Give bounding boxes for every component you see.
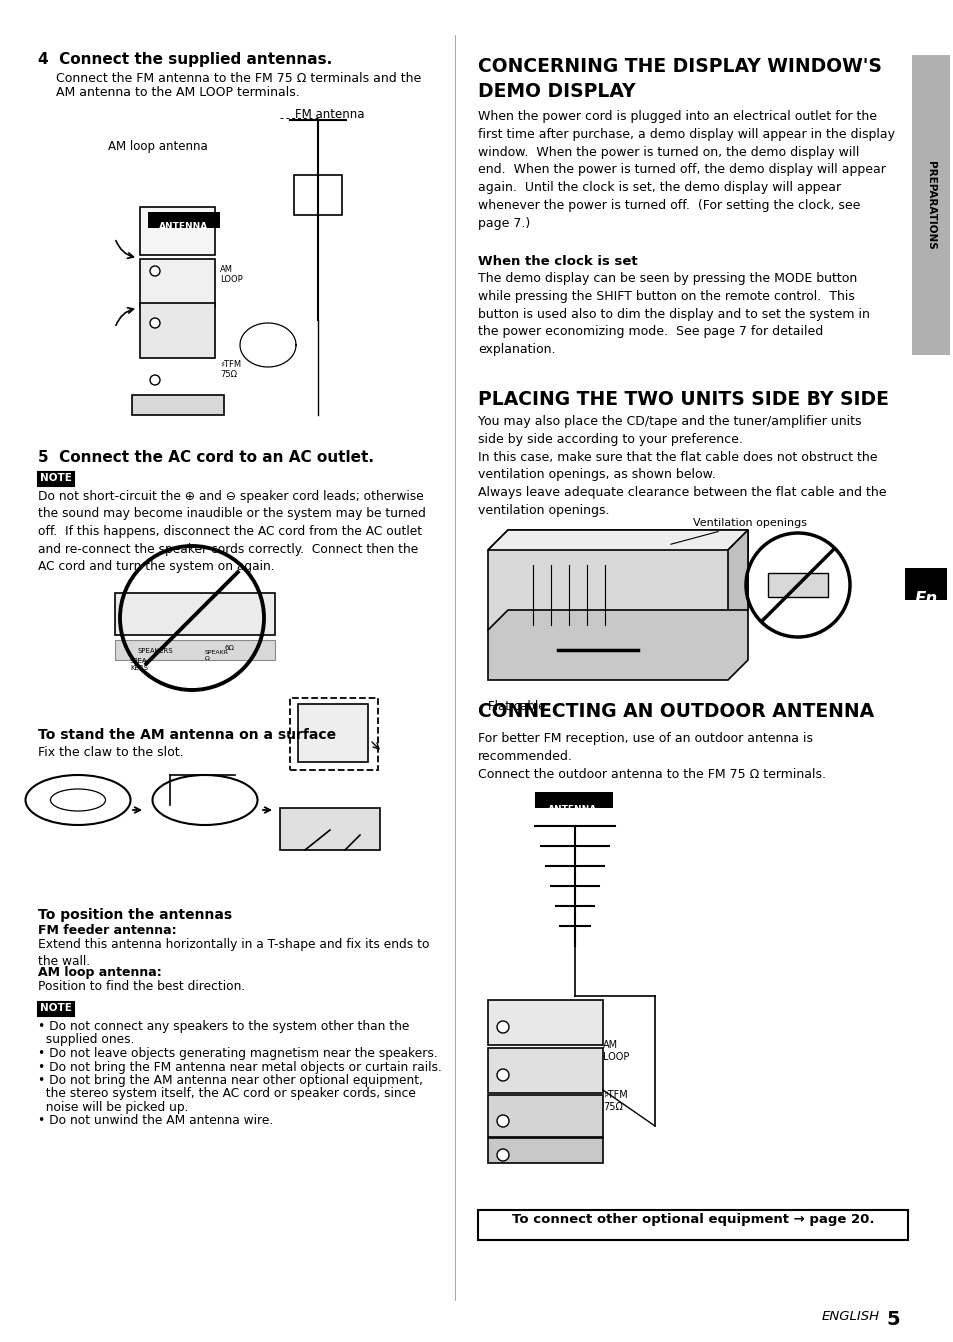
Bar	[115, 640, 274, 660]
Text: ANTENNA: ANTENNA	[159, 221, 209, 231]
Text: 5  Connect the AC cord to an AC outlet.: 5 Connect the AC cord to an AC outlet.	[38, 450, 374, 464]
Text: CONNECTING AN OUTDOOR ANTENNA: CONNECTING AN OUTDOOR ANTENNA	[477, 702, 873, 721]
Circle shape	[497, 1021, 509, 1033]
Text: SPEAKERS: SPEAKERS	[138, 648, 173, 654]
Bar	[904, 568, 946, 600]
Text: Connect the FM antenna to the FM 75 Ω terminals and the: Connect the FM antenna to the FM 75 Ω te…	[56, 72, 421, 85]
Bar	[132, 395, 224, 415]
Circle shape	[150, 374, 160, 385]
Bar	[115, 593, 274, 635]
Text: Flat cable: Flat cable	[488, 701, 545, 713]
Bar	[148, 212, 220, 228]
Bar	[488, 1000, 602, 1045]
Text: FM antenna: FM antenna	[294, 107, 364, 121]
Text: • Do not bring the AM antenna near other optional equipment,: • Do not bring the AM antenna near other…	[38, 1074, 422, 1087]
Polygon shape	[488, 530, 747, 550]
Text: supplied ones.: supplied ones.	[38, 1033, 134, 1047]
Bar	[38, 1002, 74, 1016]
Text: ♯TFM
75Ω: ♯TFM 75Ω	[220, 360, 241, 380]
Text: Fix the claw to the slot.: Fix the claw to the slot.	[38, 746, 183, 760]
Text: ♯TFM
75Ω: ♯TFM 75Ω	[602, 1090, 627, 1111]
Bar	[140, 303, 214, 358]
Text: PREPARATIONS: PREPARATIONS	[925, 161, 935, 250]
Bar	[488, 1048, 602, 1092]
Circle shape	[150, 318, 160, 327]
Bar	[280, 808, 379, 849]
Circle shape	[497, 1070, 509, 1082]
Text: AM loop antenna:: AM loop antenna:	[38, 966, 162, 980]
Text: The demo display can be seen by pressing the MODE button
while pressing the SHIF: The demo display can be seen by pressing…	[477, 272, 869, 356]
Bar	[911, 55, 949, 356]
Text: En: En	[913, 590, 937, 608]
Circle shape	[150, 266, 160, 276]
Bar	[294, 174, 341, 215]
Bar	[488, 1095, 602, 1137]
Text: • Do not connect any speakers to the system other than the: • Do not connect any speakers to the sys…	[38, 1020, 409, 1033]
Text: 4  Connect the supplied antennas.: 4 Connect the supplied antennas.	[38, 52, 332, 67]
Bar	[767, 573, 827, 597]
Text: noise will be picked up.: noise will be picked up.	[38, 1100, 189, 1114]
Bar	[140, 259, 214, 307]
Text: • Do not bring the FM antenna near metal objects or curtain rails.: • Do not bring the FM antenna near metal…	[38, 1060, 441, 1074]
Text: 5: 5	[885, 1310, 899, 1329]
Text: FM feeder antenna:: FM feeder antenna:	[38, 925, 176, 937]
Text: AM
LOOP: AM LOOP	[220, 264, 242, 285]
Text: For better FM reception, use of an outdoor antenna is
recommended.
Connect the o: For better FM reception, use of an outdo…	[477, 731, 825, 781]
Text: the stereo system itself, the AC cord or speaker cords, since: the stereo system itself, the AC cord or…	[38, 1087, 416, 1100]
Bar	[477, 1210, 907, 1240]
Circle shape	[497, 1115, 509, 1127]
Text: AM loop antenna: AM loop antenna	[108, 140, 208, 153]
Text: Ventilation openings: Ventilation openings	[670, 518, 806, 545]
Text: Do not short-circuit the ⊕ and ⊖ speaker cord leads; otherwise
the sound may bec: Do not short-circuit the ⊕ and ⊖ speaker…	[38, 490, 425, 573]
Text: SPEA
KERS: SPEA KERS	[130, 658, 148, 671]
Text: ANTENNA: ANTENNA	[548, 805, 597, 815]
Text: SPEAKR
Ω: SPEAKR Ω	[205, 650, 229, 660]
Bar	[290, 698, 377, 770]
Text: When the clock is set: When the clock is set	[477, 255, 637, 268]
Text: 6Ω: 6Ω	[225, 646, 234, 651]
Bar	[297, 705, 368, 762]
Text: CONCERNING THE DISPLAY WINDOW'S: CONCERNING THE DISPLAY WINDOW'S	[477, 56, 881, 76]
Text: When the power cord is plugged into an electrical outlet for the
first time afte: When the power cord is plugged into an e…	[477, 110, 894, 229]
Text: ENGLISH: ENGLISH	[821, 1310, 879, 1323]
Text: AM
LOOP: AM LOOP	[602, 1040, 629, 1062]
Bar	[488, 1138, 602, 1164]
Text: Extend this antenna horizontally in a T-shape and fix its ends to
the wall.: Extend this antenna horizontally in a T-…	[38, 938, 429, 968]
Text: PLACING THE TWO UNITS SIDE BY SIDE: PLACING THE TWO UNITS SIDE BY SIDE	[477, 391, 888, 409]
Text: • Do not unwind the AM antenna wire.: • Do not unwind the AM antenna wire.	[38, 1114, 273, 1127]
Bar	[140, 207, 214, 255]
Polygon shape	[488, 611, 747, 680]
Text: To position the antennas: To position the antennas	[38, 909, 232, 922]
Bar	[535, 792, 613, 808]
Text: NOTE: NOTE	[40, 1002, 71, 1013]
Text: DEMO DISPLAY: DEMO DISPLAY	[477, 82, 635, 101]
Polygon shape	[727, 530, 747, 629]
Text: To stand the AM antenna on a surface: To stand the AM antenna on a surface	[38, 727, 335, 742]
Text: NOTE: NOTE	[40, 472, 71, 483]
Circle shape	[497, 1149, 509, 1161]
Text: Position to find the best direction.: Position to find the best direction.	[38, 980, 245, 993]
Text: • Do not leave objects generating magnetism near the speakers.: • Do not leave objects generating magnet…	[38, 1047, 437, 1060]
Text: AM antenna to the AM LOOP terminals.: AM antenna to the AM LOOP terminals.	[56, 86, 299, 99]
Text: You may also place the CD/tape and the tuner/amplifier units
side by side accord: You may also place the CD/tape and the t…	[477, 415, 885, 517]
Bar	[38, 472, 74, 486]
Polygon shape	[488, 530, 747, 629]
Text: To connect other optional equipment → page 20.: To connect other optional equipment → pa…	[511, 1213, 873, 1227]
